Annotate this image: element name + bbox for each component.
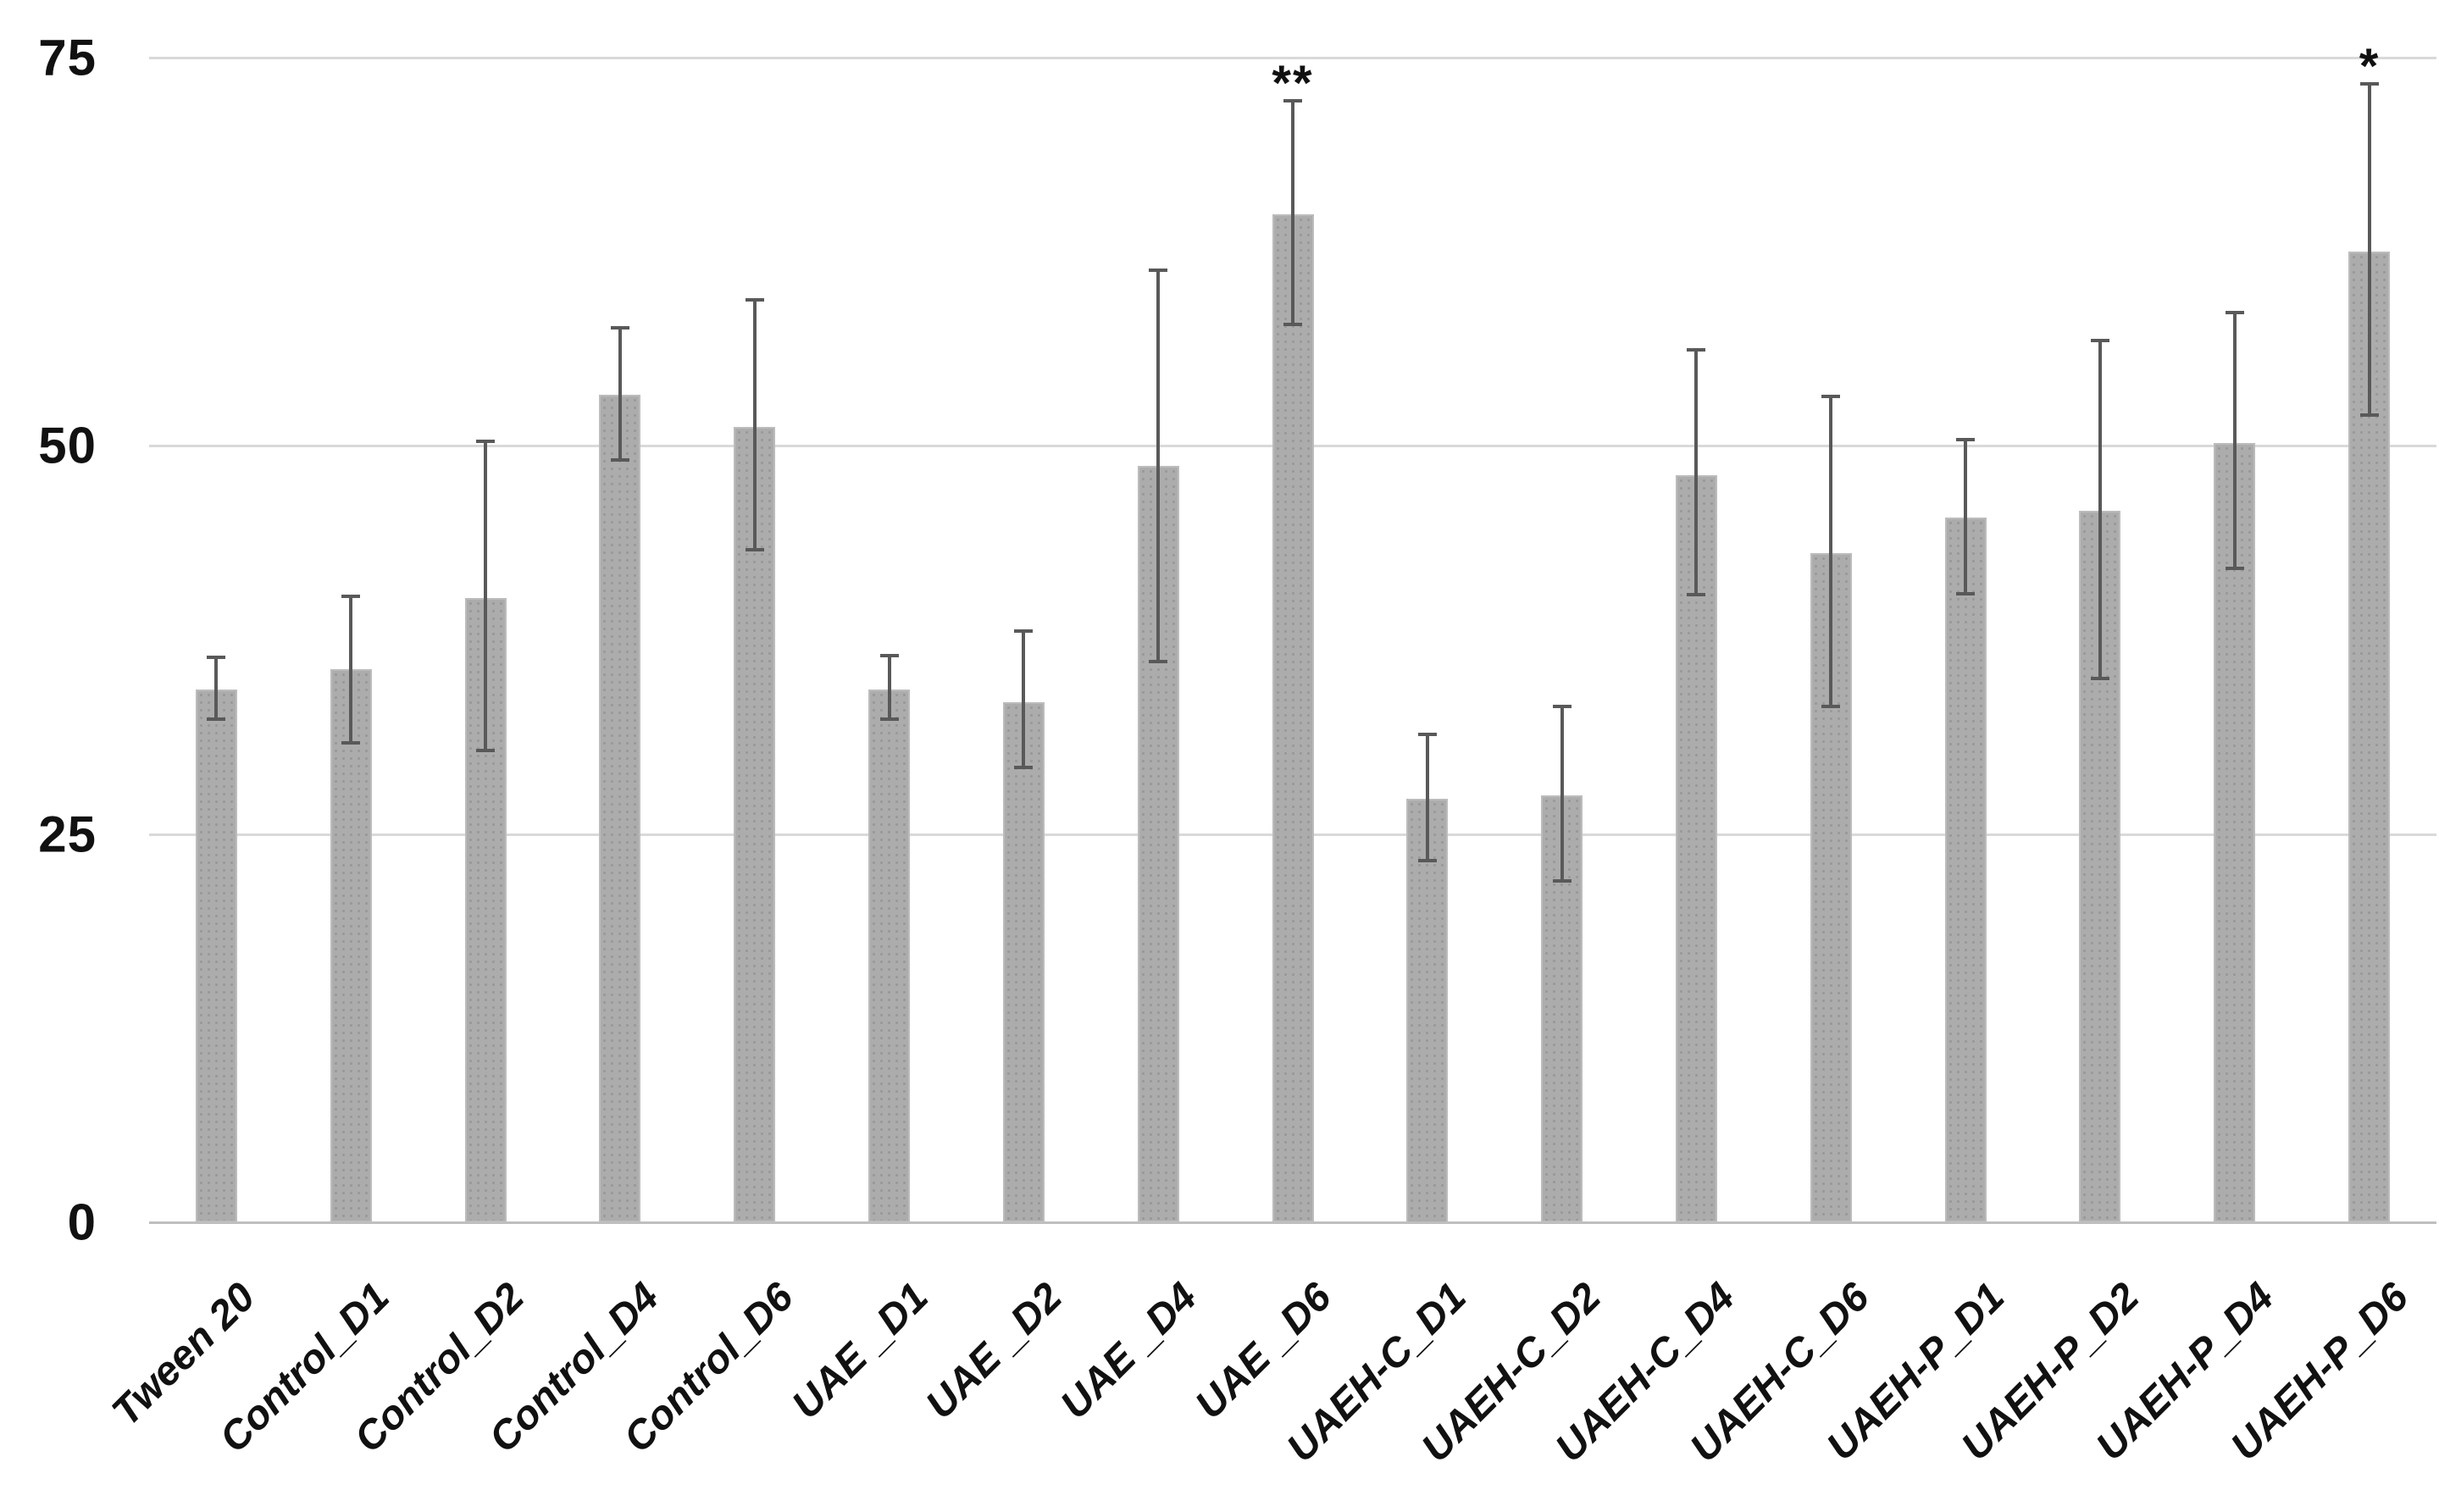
y-tick-label-25: 25 [38,806,97,863]
error-cap-top-UAEH-P_D1 [1956,438,1975,441]
bar-UAEH-C_D1 [1406,799,1448,1223]
error-cap-bottom-UAE _D2 [1014,766,1033,769]
error-bar-UAEH-P_D6 [2368,84,2371,415]
bar-Control_D4 [599,395,640,1222]
error-bar-UAE _D6 [1291,101,1294,324]
bar-UAE _D6 [1272,214,1314,1222]
error-bar-Control_D1 [349,596,352,742]
error-bar-Tween 20 [214,657,218,719]
error-bar-Control_D6 [753,300,757,550]
y-tick-label-75: 75 [38,29,97,86]
error-cap-bottom-UAEH-P_D4 [2226,567,2244,570]
error-cap-bottom-Control_D4 [611,458,629,462]
error-bar-UAEH-P_D2 [2098,341,2102,679]
error-cap-bottom-UAEH-P_D6 [2360,413,2379,417]
significance-mark-UAEH-P_D6: * [2359,39,2381,94]
error-cap-top-UAEH-P_D4 [2226,311,2244,314]
y-tick-label-50: 50 [38,417,97,474]
error-cap-top-UAEH-C_D6 [1821,395,1840,398]
error-cap-bottom-Control_D2 [476,749,495,752]
error-bar-UAEH-C_D2 [1560,706,1564,880]
error-bar-UAEH-C_D4 [1694,350,1698,595]
error-cap-bottom-UAE _D6 [1283,323,1302,326]
error-bar-Control_D4 [618,328,622,460]
bar-UAE _D2 [1003,702,1045,1222]
y-tick-label-0: 0 [67,1194,97,1251]
significance-mark-UAE _D6: ** [1272,56,1314,111]
error-cap-top-UAEH-P_D2 [2091,339,2109,342]
bar-Tween 20 [196,690,237,1222]
x-axis-label-UAE _D2: UAE _D2 [917,1274,1072,1428]
x-axis-label-UAE _D4: UAE _D4 [1052,1274,1206,1428]
error-cap-top-UAEH-P_D6 [2360,82,2379,86]
error-cap-bottom-UAEH-P_D2 [2091,677,2109,680]
error-cap-bottom-UAEH-C_D2 [1553,879,1571,883]
error-cap-bottom-Control_D1 [341,741,360,745]
bar-UAEH-P_D4 [2214,443,2255,1222]
error-cap-top-Tween 20 [207,656,225,659]
x-axis-line [149,1221,2436,1224]
error-cap-top-UAE _D4 [1149,269,1167,272]
error-bar-Control_D2 [484,441,487,750]
error-cap-top-Control_D2 [476,440,495,443]
error-cap-bottom-UAE _D1 [880,717,899,721]
error-cap-bottom-UAE _D4 [1149,660,1167,663]
error-cap-bottom-UAEH-C_D4 [1687,593,1705,596]
error-cap-bottom-Control_D6 [746,548,764,551]
bar-UAE _D1 [868,690,910,1222]
error-bar-UAEH-C_D6 [1829,396,1832,707]
error-bar-UAEH-P_D1 [1964,440,1967,593]
error-cap-bottom-UAEH-P_D1 [1956,592,1975,595]
error-bar-UAE _D4 [1156,270,1160,662]
error-cap-bottom-UAEH-C_D1 [1418,859,1437,862]
error-cap-top-UAE _D2 [1014,629,1033,633]
bar-UAEH-C_D4 [1676,475,1717,1222]
error-cap-top-Control_D1 [341,595,360,598]
error-bar-UAE _D2 [1022,631,1025,767]
error-cap-top-UAEH-C_D1 [1418,733,1437,736]
error-cap-top-Control_D6 [746,298,764,302]
error-cap-top-UAE _D6 [1283,99,1302,102]
error-cap-top-Control_D4 [611,326,629,330]
error-cap-top-UAE _D1 [880,654,899,657]
error-bar-UAEH-P_D4 [2233,313,2237,569]
error-cap-bottom-UAEH-C_D6 [1821,705,1840,708]
x-axis-label-UAE _D1: UAE _D1 [784,1274,938,1428]
gridline-y75 [149,57,2436,59]
error-cap-top-UAEH-C_D4 [1687,348,1705,352]
bar-UAE _D4 [1138,466,1179,1222]
error-bar-UAE _D1 [888,656,891,719]
bar-Control_D6 [734,427,775,1222]
bar-Control_D1 [330,669,372,1222]
error-bar-UAEH-C_D1 [1426,734,1429,861]
error-cap-bottom-Tween 20 [207,717,225,721]
error-cap-top-UAEH-C_D2 [1553,705,1571,708]
bar-UAEH-P_D1 [1945,518,1987,1222]
